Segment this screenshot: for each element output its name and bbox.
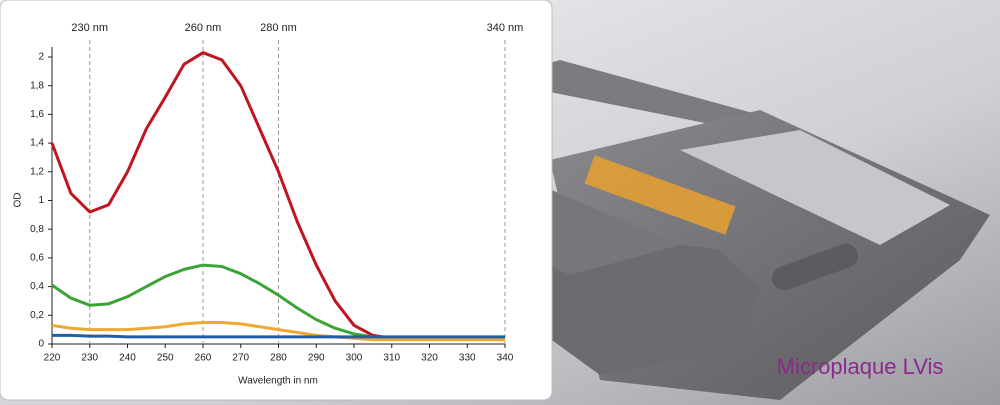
marker-label: 340 nm bbox=[487, 22, 524, 34]
x-tick-label: 250 bbox=[157, 353, 174, 364]
x-tick-label: 280 bbox=[270, 353, 287, 364]
series-line bbox=[51, 320, 505, 342]
x-tick-label: 320 bbox=[421, 353, 438, 364]
x-tick-label: 270 bbox=[232, 353, 249, 364]
x-tick-label: 260 bbox=[195, 353, 212, 364]
x-tick-label: 300 bbox=[346, 353, 363, 364]
marker-label: 260 nm bbox=[185, 22, 222, 34]
y-tick-label: 1 bbox=[38, 195, 44, 206]
y-tick-label: 1,6 bbox=[30, 109, 44, 120]
y-tick-label: 1,2 bbox=[30, 166, 44, 177]
chart-panel bbox=[0, 0, 553, 401]
x-tick-label: 310 bbox=[383, 353, 400, 364]
y-axis-label: OD bbox=[13, 193, 24, 208]
x-tick-label: 330 bbox=[459, 353, 476, 364]
product-photo bbox=[400, 60, 990, 400]
y-tick-label: 0,8 bbox=[30, 224, 44, 235]
y-tick-label: 2 bbox=[38, 52, 44, 63]
y-tick-label: 1,8 bbox=[30, 80, 44, 91]
y-tick-label: 0 bbox=[38, 339, 44, 350]
x-tick-label: 230 bbox=[81, 353, 98, 364]
marker-label: 230 nm bbox=[71, 22, 108, 34]
y-tick-label: 0,2 bbox=[30, 310, 44, 321]
x-tick-label: 220 bbox=[44, 353, 61, 364]
y-tick-label: 0,4 bbox=[30, 281, 44, 292]
caption: Microplaque LVis bbox=[777, 354, 944, 379]
x-axis-label: Wavelength in nm bbox=[238, 376, 318, 387]
marker-label: 280 nm bbox=[260, 22, 297, 34]
y-tick-label: 0,6 bbox=[30, 253, 44, 264]
y-tick-label: 1,4 bbox=[30, 138, 44, 149]
x-tick-label: 240 bbox=[119, 353, 136, 364]
x-tick-label: 290 bbox=[308, 353, 325, 364]
series-line bbox=[52, 333, 505, 339]
x-tick-label: 340 bbox=[497, 353, 514, 364]
